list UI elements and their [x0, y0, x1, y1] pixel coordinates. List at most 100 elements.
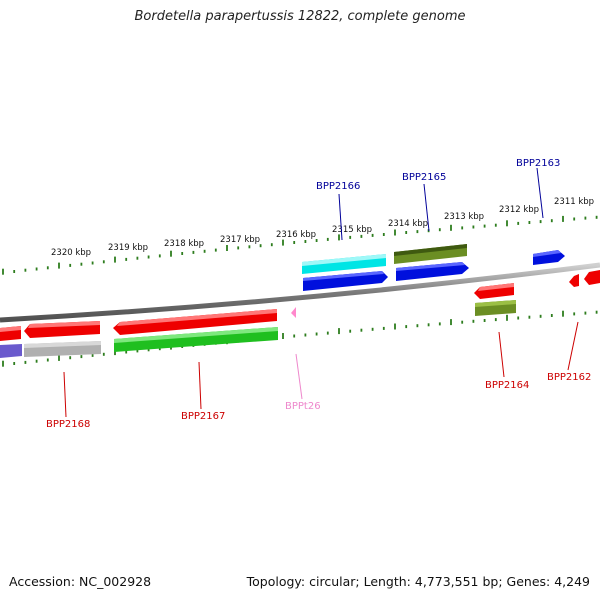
ticks-lower-tick [125, 350, 128, 354]
ticks-lower-tick [562, 310, 564, 317]
scale-label-2319: 2319 kbp [108, 243, 148, 253]
ticks-upper-tick [461, 226, 464, 230]
scale-labels: 2320 kbp 2319 kbp 2318 kbp 2317 kbp 2316… [51, 197, 594, 258]
ticks-lower-tick [539, 314, 542, 318]
gene-feature-purple-partial[interactable] [0, 344, 22, 358]
ticks-upper-tick [192, 250, 195, 254]
ticks-upper-tick [170, 250, 172, 257]
ticks-upper-tick [450, 224, 452, 231]
ticks-lower-tick [573, 312, 576, 316]
ticks-lower-tick [405, 325, 408, 329]
ticks-upper-tick [326, 237, 329, 241]
ticks-lower-tick [102, 352, 105, 356]
gene-label-bpp2166[interactable]: BPP2166 [316, 181, 360, 192]
scale-label-2317: 2317 kbp [220, 235, 260, 245]
ticks-upper-tick [46, 266, 49, 270]
ticks-lower-tick [304, 333, 307, 337]
ticks-upper-tick [539, 220, 542, 224]
scale-label-2318: 2318 kbp [164, 239, 204, 249]
gene-label-bpp2168[interactable]: BPP2168 [46, 419, 90, 430]
ticks-upper-tick [584, 216, 587, 220]
ticks-upper-tick [147, 255, 150, 259]
ticks-upper-tick [80, 262, 83, 266]
gene-arrow-right-partial[interactable] [584, 270, 600, 285]
ticks-upper-tick [472, 225, 475, 229]
gene-labels: BPP2166 BPP2165 BPP2163 BPP2168 BPP2167 … [46, 158, 591, 430]
ticks-upper-tick [282, 239, 284, 246]
ticks-lower-tick [315, 332, 318, 336]
ticks-lower-tick [494, 318, 497, 322]
ticks-upper-tick [24, 268, 27, 272]
ticks-lower-tick [360, 328, 363, 332]
ticks-lower-tick [35, 359, 38, 363]
ticks-lower-tick [461, 320, 464, 324]
ticks-upper-tick [595, 215, 598, 219]
ticks-upper-tick [259, 244, 262, 248]
ticks-lower-tick [80, 355, 83, 359]
ticks-upper-tick [438, 228, 441, 232]
ticks-upper-tick [226, 245, 228, 251]
scale-label-2314: 2314 kbp [388, 219, 428, 229]
gene-label-bpp2162[interactable]: BPP2162 [547, 372, 591, 383]
ticks-lower-tick [114, 349, 116, 356]
ticks-lower-tick [24, 360, 27, 364]
ticks-upper-tick [315, 239, 318, 242]
genome-backbone [0, 262, 600, 323]
ticks-lower-tick [147, 348, 150, 352]
gene-label-bpp2163[interactable]: BPP2163 [516, 158, 560, 169]
ticks-upper-tick [573, 217, 576, 221]
scale-label-2313: 2313 kbp [444, 212, 484, 222]
gene-label-bpp2165[interactable]: BPP2165 [402, 172, 446, 183]
gene-arrow-bpp2162[interactable] [569, 274, 579, 287]
ticks-upper-tick [214, 248, 217, 252]
ticks-upper-tick [125, 257, 128, 261]
ticks-lower-tick [483, 319, 486, 322]
ticks-lower-tick [2, 360, 4, 367]
map-title: Bordetella parapertussis 12822, complete… [134, 9, 466, 24]
ticks-lower-tick [13, 362, 16, 365]
ticks-lower-tick [326, 331, 329, 335]
gene-label-bpp2164[interactable]: BPP2164 [485, 380, 529, 391]
ticks-upper-tick [483, 224, 486, 228]
ticks-upper-tick [58, 262, 60, 269]
ticks-lower-tick [450, 319, 452, 326]
ticks-lower-tick [91, 353, 94, 357]
reverse-strand-genes [0, 270, 600, 358]
ticks-lower-tick [46, 358, 49, 362]
trna-bppt26[interactable] [291, 307, 296, 318]
ticks-upper-tick [528, 221, 531, 224]
label-leader-lines [63, 167, 579, 418]
ticks-lower-tick [438, 322, 441, 326]
ticks-upper-tick [550, 219, 553, 223]
upper-scale-ticks [2, 215, 598, 275]
ticks-lower-tick [382, 326, 385, 330]
ticks-lower-tick [416, 324, 419, 328]
scale-label-2315: 2315 kbp [332, 225, 372, 235]
ticks-lower-tick [506, 314, 508, 321]
ticks-upper-tick [349, 235, 352, 239]
scale-label-2312: 2312 kbp [499, 205, 539, 215]
ticks-upper-tick [394, 229, 396, 236]
gene-arrow-bpp2166[interactable] [303, 271, 388, 291]
ticks-lower-tick [472, 319, 475, 323]
ticks-upper-tick [338, 234, 340, 241]
ticks-upper-tick [203, 249, 206, 253]
ticks-upper-tick [13, 270, 16, 273]
ticks-upper-tick [270, 243, 273, 247]
ticks-upper-tick [69, 263, 72, 267]
ticks-lower-tick [136, 349, 139, 353]
ticks-lower-tick [69, 356, 72, 360]
ticks-upper-tick [158, 254, 161, 258]
ticks-upper-tick [371, 233, 374, 237]
gene-label-bppt26[interactable]: BPPt26 [285, 401, 321, 412]
ticks-lower-tick [394, 323, 396, 330]
ticks-lower-tick [293, 334, 296, 338]
ticks-upper-tick [494, 223, 497, 227]
ticks-upper-tick [382, 233, 385, 236]
gene-label-bpp2167[interactable]: BPP2167 [181, 411, 225, 422]
ticks-upper-tick [91, 261, 94, 265]
accession-text: Accession: NC_002928 [9, 574, 152, 589]
ticks-lower-tick [58, 354, 60, 361]
